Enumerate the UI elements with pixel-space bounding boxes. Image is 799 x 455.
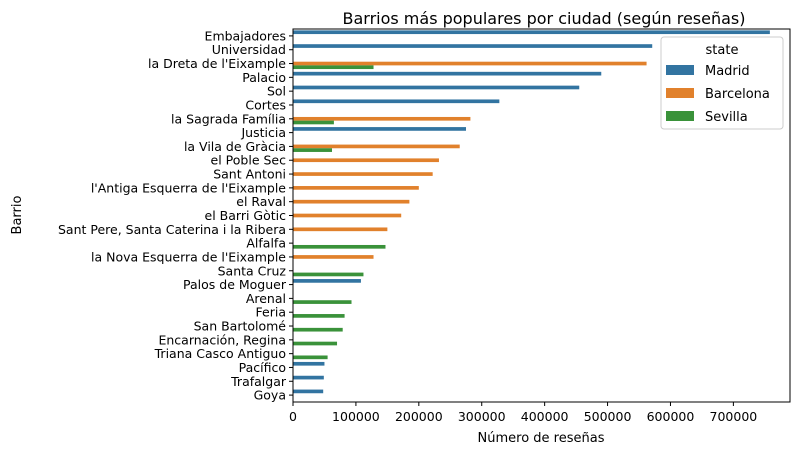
bar-sevilla-19 <box>293 300 352 304</box>
y-tick-label: Santa Cruz <box>218 263 287 278</box>
y-tick-label: Triana Casco Antiguo <box>154 346 286 361</box>
legend-swatch-barcelona <box>666 88 694 98</box>
bar-barcelona-13 <box>293 213 402 218</box>
bar-sevilla-8 <box>293 148 333 152</box>
y-tick-label: Palacio <box>242 70 286 85</box>
y-tick-label: la Nova Esquerra de l'Eixample <box>91 249 286 264</box>
bar-madrid-18 <box>293 279 361 283</box>
x-axis-label: Número de reseñas <box>478 431 605 446</box>
y-tick-label: l'Antiga Esquerra de l'Eixample <box>91 180 286 195</box>
y-tick-label: Encarnación, Regina <box>158 332 286 347</box>
bar-sevilla-17 <box>293 272 364 277</box>
y-tick-label: Universidad <box>212 42 286 57</box>
bar-madrid-24 <box>293 361 325 366</box>
y-tick-label: Pacífico <box>239 360 286 375</box>
x-tick-label: 0 <box>289 409 297 424</box>
legend: state Madrid Barcelona Sevilla <box>660 36 784 130</box>
bar-barcelona-2 <box>293 61 647 66</box>
bar-madrid-0 <box>293 30 770 35</box>
bar-madrid-7 <box>293 127 467 131</box>
legend-label-madrid: Madrid <box>705 64 750 79</box>
legend-label-sevilla: Sevilla <box>705 110 748 125</box>
bar-madrid-25 <box>293 375 324 380</box>
chart-title: Barrios más populares por ciudad (según … <box>342 9 745 28</box>
legend-swatch-sevilla <box>666 111 694 121</box>
x-tick-label: 400000 <box>521 409 569 424</box>
y-tick-label: Justicia <box>240 125 286 140</box>
bar-sevilla-23 <box>293 355 328 360</box>
bar-madrid-4 <box>293 85 580 90</box>
y-tick-label: la Dreta de l'Eixample <box>148 56 286 71</box>
x-tick-label: 100000 <box>332 409 380 424</box>
y-tick-label: Sol <box>267 84 286 99</box>
y-tick-label: la Sagrada Família <box>171 111 286 126</box>
bar-sevilla-20 <box>293 314 345 318</box>
bar-barcelona-12 <box>293 199 410 204</box>
bar-barcelona-14 <box>293 227 388 232</box>
x-axis-ticks: 0 100000 200000 300000 400000 500000 600000 700… <box>289 402 757 424</box>
bar-madrid-1 <box>293 44 653 48</box>
y-tick-label: Feria <box>256 305 286 320</box>
x-tick-label: 600000 <box>647 409 695 424</box>
bar-barcelona-16 <box>293 255 374 259</box>
y-tick-label: Embajadores <box>205 28 286 43</box>
bar-sevilla-21 <box>293 327 343 332</box>
y-tick-label: Trafalgar <box>230 374 287 389</box>
bar-barcelona-10 <box>293 172 433 176</box>
bars <box>293 30 770 394</box>
bar-madrid-5 <box>293 99 500 104</box>
bar-sevilla-22 <box>293 341 338 346</box>
y-tick-label: Alfalfa <box>246 236 286 251</box>
bar-madrid-3 <box>293 71 602 76</box>
y-tick-label: Palos de Moguer <box>183 277 287 292</box>
bar-sevilla-15 <box>293 244 386 249</box>
bar-madrid-26 <box>293 389 324 394</box>
y-tick-label: el Poble Sec <box>211 153 287 168</box>
y-tick-label: Goya <box>254 388 286 403</box>
bar-sevilla-6 <box>293 120 334 125</box>
bar-barcelona-6 <box>293 116 471 121</box>
y-axis-label: Barrio <box>10 196 25 235</box>
legend-label-barcelona: Barcelona <box>705 87 770 102</box>
x-tick-label: 700000 <box>710 409 758 424</box>
legend-box <box>660 36 784 130</box>
y-tick-label: Sant Antoni <box>213 167 286 182</box>
y-tick-label: la Vila de Gràcia <box>184 139 286 154</box>
y-tick-label: el Raval <box>236 194 286 209</box>
bar-barcelona-11 <box>293 186 419 190</box>
x-tick-label: 500000 <box>584 409 632 424</box>
y-tick-label: Cortes <box>245 97 286 112</box>
y-tick-label: Sant Pere, Santa Caterina i la Ribera <box>58 222 286 237</box>
x-tick-label: 300000 <box>458 409 506 424</box>
y-tick-label: Arenal <box>246 291 286 306</box>
bar-barcelona-9 <box>293 158 439 163</box>
plot-frame <box>292 28 791 403</box>
legend-title: state <box>706 43 739 58</box>
x-tick-label: 200000 <box>395 409 443 424</box>
bar-sevilla-2 <box>293 65 374 70</box>
y-tick-label: San Bartolomé <box>194 319 287 334</box>
legend-swatch-madrid <box>666 65 694 75</box>
bar-barcelona-8 <box>293 144 460 149</box>
y-tick-label: el Barri Gòtic <box>205 208 287 223</box>
